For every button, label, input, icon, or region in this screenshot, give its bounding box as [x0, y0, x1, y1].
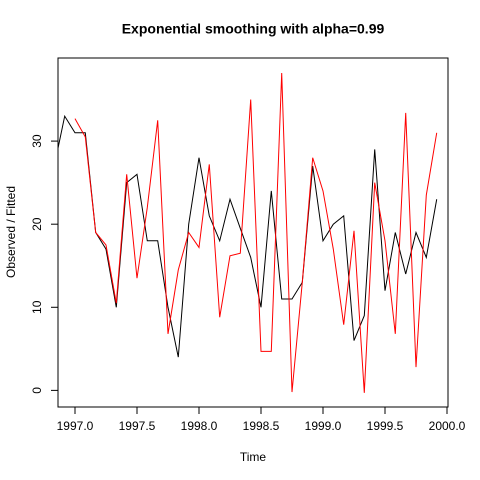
- x-tick-label: 1997.0: [57, 419, 94, 433]
- series-line: [74, 72, 438, 393]
- y-tick-label: 10: [30, 300, 44, 314]
- x-axis-label: Time: [240, 450, 267, 464]
- y-tick-label: 30: [30, 134, 44, 148]
- x-tick-label: 1999.5: [367, 419, 404, 433]
- plot-box: [57, 57, 449, 408]
- x-tick-label: 1998.0: [181, 419, 218, 433]
- x-tick-label: 1997.5: [119, 419, 156, 433]
- chart-title: Exponential smoothing with alpha=0.99: [122, 21, 385, 37]
- series-line: [58, 114, 438, 358]
- y-axis-label: Observed / Fitted: [4, 186, 18, 278]
- y-tick-label: 20: [30, 217, 44, 231]
- x-tick-label: 2000.0: [429, 419, 466, 433]
- x-tick-label: 1998.5: [243, 419, 280, 433]
- x-tick-label: 1999.0: [305, 419, 342, 433]
- plot-lines: [58, 72, 438, 393]
- y-tick-label: 0: [30, 387, 44, 394]
